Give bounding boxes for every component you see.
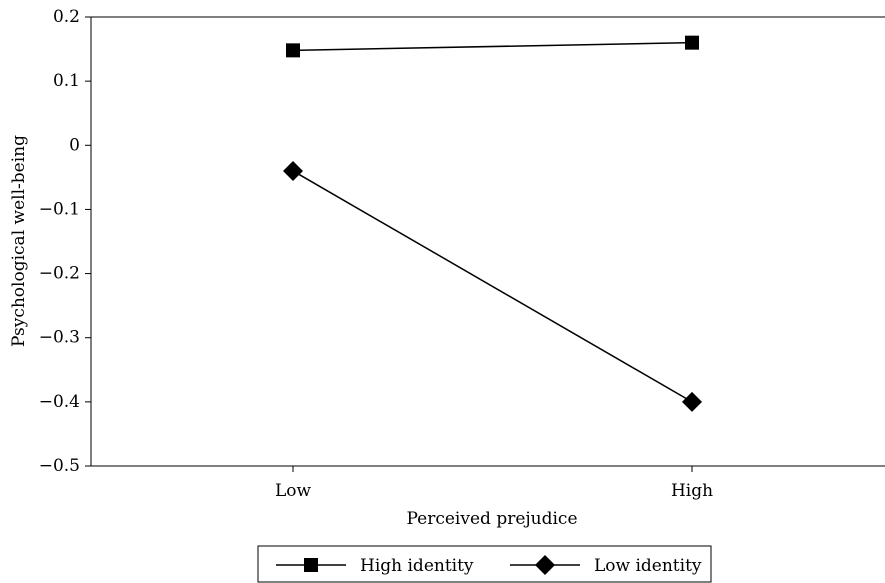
x-tick-label: Low [275, 481, 312, 501]
legend-label: Low identity [594, 556, 702, 576]
series-low-identity [283, 160, 702, 412]
x-axis-ticks: Low High [275, 466, 713, 501]
series-line [292, 41, 693, 52]
y-tick-label: 0.1 [53, 71, 80, 91]
x-tick-label: High [671, 481, 713, 501]
series-layer [283, 35, 702, 412]
y-axis-ticks: 0.2 0.1 0 −0.1 −0.2 −0.3 −0.4 −0.5 [39, 7, 91, 476]
data-point-diamond [682, 391, 702, 412]
legend: High identity Low identity [257, 545, 712, 583]
legend-marker-square [304, 558, 318, 572]
y-tick-label: 0 [69, 135, 80, 155]
series-line [292, 170, 693, 403]
data-point-square [685, 35, 699, 50]
y-tick-label: 0.2 [53, 7, 80, 27]
y-axis-title: Psychological well-being [9, 135, 29, 347]
legend-marker-diamond [535, 555, 555, 575]
y-tick-label: −0.3 [39, 328, 80, 348]
y-tick-label: −0.1 [39, 199, 80, 219]
plot-frame [90, 16, 885, 467]
data-point-diamond [283, 160, 303, 181]
y-tick-label: −0.4 [39, 392, 80, 412]
legend-item: High identity [276, 556, 474, 576]
y-tick-label: −0.2 [39, 264, 80, 284]
data-point-square [286, 43, 300, 58]
x-axis-title: Perceived prejudice [406, 509, 577, 529]
legend-item: Low identity [510, 555, 702, 576]
y-tick-label: −0.5 [39, 456, 80, 476]
legend-box [257, 545, 712, 583]
series-high-identity [286, 35, 699, 58]
legend-label: High identity [360, 556, 474, 576]
